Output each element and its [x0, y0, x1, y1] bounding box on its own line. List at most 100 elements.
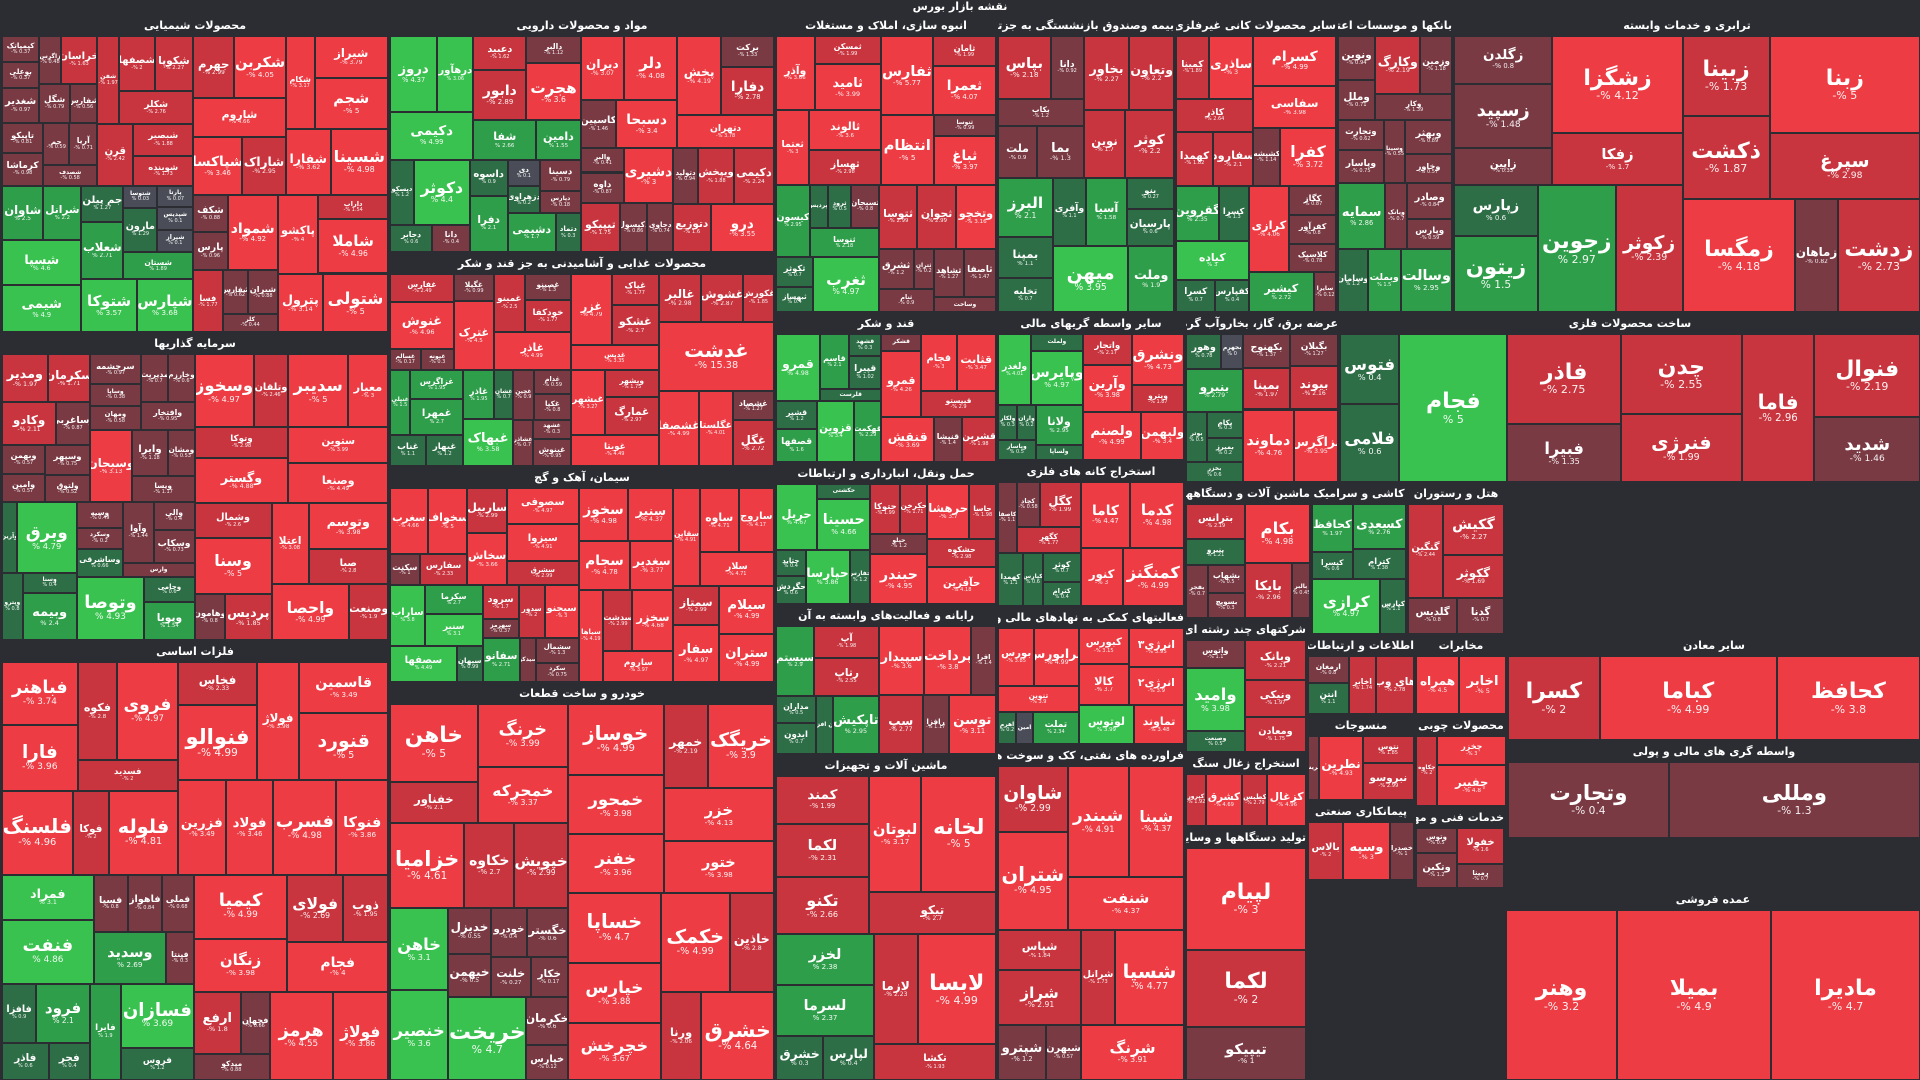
stock-tile[interactable]: بگیلان 1.27 %- — [1290, 334, 1338, 366]
stock-tile[interactable]: خنصیر 3.6 % — [390, 989, 449, 1080]
stock-tile[interactable]: بورس 3.85 %- — [998, 628, 1035, 686]
stock-tile[interactable]: شاوان 2.99 %- — [998, 766, 1068, 833]
stock-tile[interactable]: واحصا 4.99 %- — [271, 584, 350, 640]
stock-tile[interactable]: کهمدا 1.1 % — [998, 553, 1024, 606]
stock-tile[interactable]: سفار 4.97 %- — [673, 624, 720, 682]
stock-tile[interactable]: جم پیلن 1.27 % — [81, 185, 124, 222]
stock-tile[interactable]: بالبر 0.45 %- — [1291, 562, 1310, 618]
stock-tile[interactable]: حشکوه 2.98 %- — [927, 538, 996, 568]
stock-tile[interactable]: شفا 2.66 % — [473, 120, 537, 160]
stock-tile[interactable]: ثباغ 3.97 %- — [933, 135, 996, 185]
stock-tile[interactable]: غشهد 0.3 %- — [532, 419, 572, 439]
stock-tile[interactable]: شتولی 5 %- — [323, 273, 388, 332]
stock-tile[interactable]: خمحرکه 3.37 %- — [477, 767, 568, 823]
stock-tile[interactable]: زپارس 0.6 % — [1454, 185, 1538, 236]
stock-tile[interactable]: قمرو 4.98 % — [776, 334, 821, 402]
stock-tile[interactable]: نبروسو 2.99 %- — [1362, 762, 1414, 800]
stock-tile[interactable]: وتوکا 2.98 %- — [194, 427, 289, 459]
stock-tile[interactable]: ولملت — [1031, 334, 1083, 351]
stock-tile[interactable]: میدکو 0.88 %- — [193, 1053, 270, 1080]
stock-tile[interactable]: کزغال 4.96 %- — [1267, 774, 1306, 826]
stock-tile[interactable]: ایدون 0.7 % — [776, 723, 817, 754]
stock-tile[interactable]: غشوش 2.87 %- — [701, 274, 743, 322]
stock-tile[interactable]: وامید 3.98 % — [1186, 668, 1245, 732]
stock-tile[interactable]: وبهثر 0.89 %- — [1405, 119, 1452, 155]
stock-tile[interactable]: پارتا 0.07 % — [157, 185, 194, 208]
stock-tile[interactable]: ساذری 3 %- — [1208, 36, 1254, 99]
stock-tile[interactable]: خاهن 5 %- — [390, 704, 478, 782]
stock-tile[interactable]: کلاسیک 0.78 %- — [1289, 243, 1336, 273]
stock-tile[interactable]: کوثر 0.7 % — [1042, 553, 1081, 582]
stock-tile[interactable]: دزهراوی 0.2 % — [507, 185, 541, 214]
stock-tile[interactable]: سیستم 2.9 % — [776, 626, 815, 696]
stock-tile[interactable]: سیدکو — [520, 637, 536, 682]
stock-tile[interactable]: غالبر 2.98 %- — [658, 274, 702, 322]
stock-tile[interactable]: غشصاد 1.27 %- — [732, 391, 774, 421]
stock-tile[interactable]: فلوله 4.81 %- — [109, 790, 178, 875]
stock-tile[interactable]: وگستر 4.88 %- — [194, 458, 289, 504]
stock-tile[interactable]: شعلاب 2.71 % — [81, 221, 124, 280]
stock-tile[interactable]: شرانل 2.2 % — [43, 185, 82, 241]
stock-tile[interactable]: وساخت — [933, 297, 996, 312]
stock-tile[interactable]: غمارگ 2.97 %- — [604, 396, 659, 435]
stock-tile[interactable]: سکرد 0.75 %- — [535, 662, 579, 682]
stock-tile[interactable]: وایرا 1.18 %- — [131, 430, 169, 476]
stock-tile[interactable]: داراب 1.54 %- — [318, 195, 388, 220]
stock-tile[interactable]: ثنوسا 0.99 %- — [933, 115, 996, 136]
stock-tile[interactable]: مادیرا 4.7 %- — [1771, 910, 1920, 1080]
stock-tile[interactable]: فنوالو 4.99 %- — [177, 704, 258, 781]
stock-tile[interactable]: دجابر 0.6 % — [390, 224, 433, 252]
stock-tile[interactable]: وتکین 1.2 %- — [1416, 852, 1457, 888]
stock-tile[interactable]: وپاسار 0.5 % — [998, 439, 1036, 460]
stock-tile[interactable]: کمند 1.99 %- — [776, 776, 869, 824]
stock-tile[interactable]: کیسون 2.95 % — [776, 184, 811, 257]
stock-tile[interactable]: وسامان 1.2 % — [1338, 249, 1368, 312]
stock-tile[interactable]: وسالت 2.95 % — [1400, 249, 1452, 312]
stock-tile[interactable]: وپاسار 0.75 %- — [1338, 150, 1384, 184]
stock-tile[interactable]: قنیشا 1.4 %- — [933, 417, 962, 462]
stock-tile[interactable]: ولصنم 4.99 %- — [1082, 412, 1141, 460]
stock-tile[interactable]: سخوز 4.98 %- — [578, 488, 629, 541]
stock-tile[interactable]: غاذر 4.99 %- — [493, 331, 572, 371]
stock-tile[interactable]: کشرق 4.69 %- — [1205, 774, 1243, 826]
stock-tile[interactable]: غشکو 2.7 %- — [611, 304, 659, 346]
stock-tile[interactable]: وسکاب 0.73 %- — [153, 529, 195, 563]
stock-tile[interactable]: اعتلا 3.08 %- — [271, 503, 309, 585]
stock-tile[interactable]: کمینا 1.89 %- — [1176, 36, 1209, 99]
stock-tile[interactable]: خودکفا 1.77 %- — [524, 300, 572, 332]
stock-tile[interactable]: غناب 1.1 % — [390, 434, 426, 466]
stock-tile[interactable]: قنقش 3.69 %- — [881, 417, 934, 462]
stock-tile[interactable]: پاکشو 4 %- — [277, 195, 319, 274]
stock-tile[interactable]: غشاذر 0.7 %- — [513, 419, 533, 466]
stock-tile[interactable]: دکیمی 2.24 %- — [733, 148, 774, 204]
stock-tile[interactable]: وسدید 2.69 % — [93, 931, 166, 984]
stock-tile[interactable]: گدنا 0.7 %- — [1457, 597, 1504, 634]
stock-tile[interactable]: غدیس 3.35 %- — [571, 345, 659, 371]
stock-tile[interactable]: کپارس 0.6 % — [1023, 553, 1043, 606]
stock-tile[interactable]: خریگک 3.9 %- — [707, 704, 774, 789]
stock-tile[interactable]: ثپردیس — [810, 184, 828, 228]
stock-tile[interactable]: کیشیر 2.72 % — [1248, 272, 1314, 312]
stock-tile[interactable]: انرژی۳ 3.95 %- — [1128, 628, 1184, 667]
stock-tile[interactable]: پارسیان 0.6 % — [1126, 208, 1174, 246]
stock-tile[interactable]: دفرا 2.1 % — [469, 195, 508, 252]
stock-tile[interactable]: بفجر 0.7 %- — [1186, 564, 1208, 618]
stock-tile[interactable]: غاذر 1.95 % — [463, 370, 495, 420]
stock-tile[interactable]: ومللی 1.3 %- — [1668, 762, 1920, 838]
stock-tile[interactable]: لبوتان 3.17 %- — [868, 776, 922, 892]
stock-tile[interactable]: زدشت 2.73 %- — [1837, 199, 1920, 312]
stock-tile[interactable]: وصنعت 1.9 %- — [349, 584, 388, 640]
stock-tile[interactable]: فن افزار — [816, 695, 833, 754]
stock-tile[interactable]: صبا 2.8 %- — [308, 549, 388, 585]
stock-tile[interactable]: توسن 3.11 %- — [948, 694, 996, 754]
stock-tile[interactable]: حپارسا 3.86 % — [805, 550, 850, 604]
stock-tile[interactable]: غدام 0.59 %- — [533, 370, 572, 394]
stock-tile[interactable]: کفرآور 0.8 %- — [1289, 215, 1336, 244]
stock-tile[interactable]: سخاش 3.66 %- — [467, 533, 507, 586]
stock-tile[interactable]: غکیا 0.8 %- — [533, 393, 572, 420]
stock-tile[interactable]: کچاد 0.58 %- — [1016, 482, 1040, 527]
stock-tile[interactable]: زکوثر 2.39 %- — [1615, 185, 1683, 312]
stock-tile[interactable]: بیوند 2.16 %- — [1290, 365, 1338, 410]
stock-tile[interactable]: تیپیکو 1.75 %- — [580, 203, 620, 252]
stock-tile[interactable]: شفارس0.62 %- — [222, 270, 249, 314]
